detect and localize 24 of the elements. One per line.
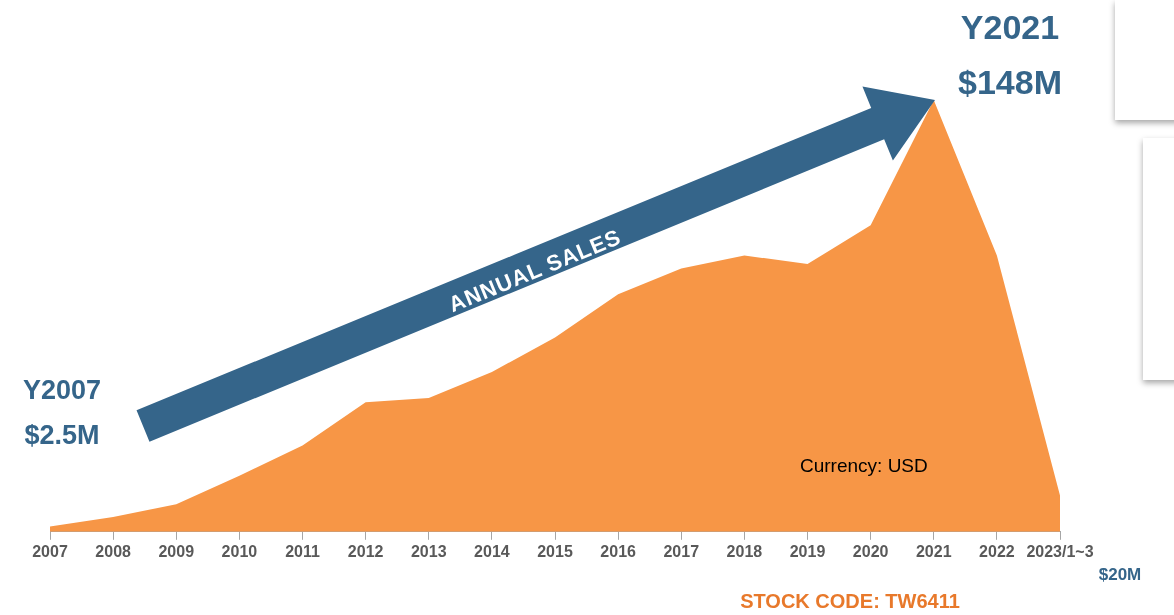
x-tick-label: 2014 <box>474 542 510 560</box>
x-tick-label: 2023/1~3 <box>1026 542 1094 560</box>
x-tick-label: 2021 <box>915 542 952 560</box>
x-tick-label: 2017 <box>663 542 700 560</box>
x-tick-label: 2019 <box>789 542 826 560</box>
x-tick-label: 2016 <box>600 542 637 560</box>
x-tick-label: 2008 <box>95 542 132 560</box>
x-tick-label: 2015 <box>537 542 573 560</box>
annotation: Currency: USD <box>800 455 929 477</box>
text: $20M <box>1097 565 1143 585</box>
x-tick-label: 2007 <box>32 542 68 560</box>
x-tick-label: 2022 <box>979 542 1015 560</box>
annotation: $2.5M <box>23 420 101 451</box>
x-tick-label: 2018 <box>726 542 763 560</box>
annotation: Y2007 <box>21 375 103 406</box>
x-tick-label: 2013 <box>410 542 447 560</box>
text: Y2021 <box>959 8 1061 47</box>
annotation: $148M <box>957 63 1063 102</box>
x-tick-label: 2020 <box>852 542 889 560</box>
x-tick-label: 2011 <box>285 542 320 560</box>
text: STOCK CODE: TW6411 <box>739 590 961 613</box>
x-tick-label: 2009 <box>158 542 195 560</box>
x-tick-label: 2010 <box>221 542 258 560</box>
x-tick-label: 2012 <box>347 542 384 560</box>
